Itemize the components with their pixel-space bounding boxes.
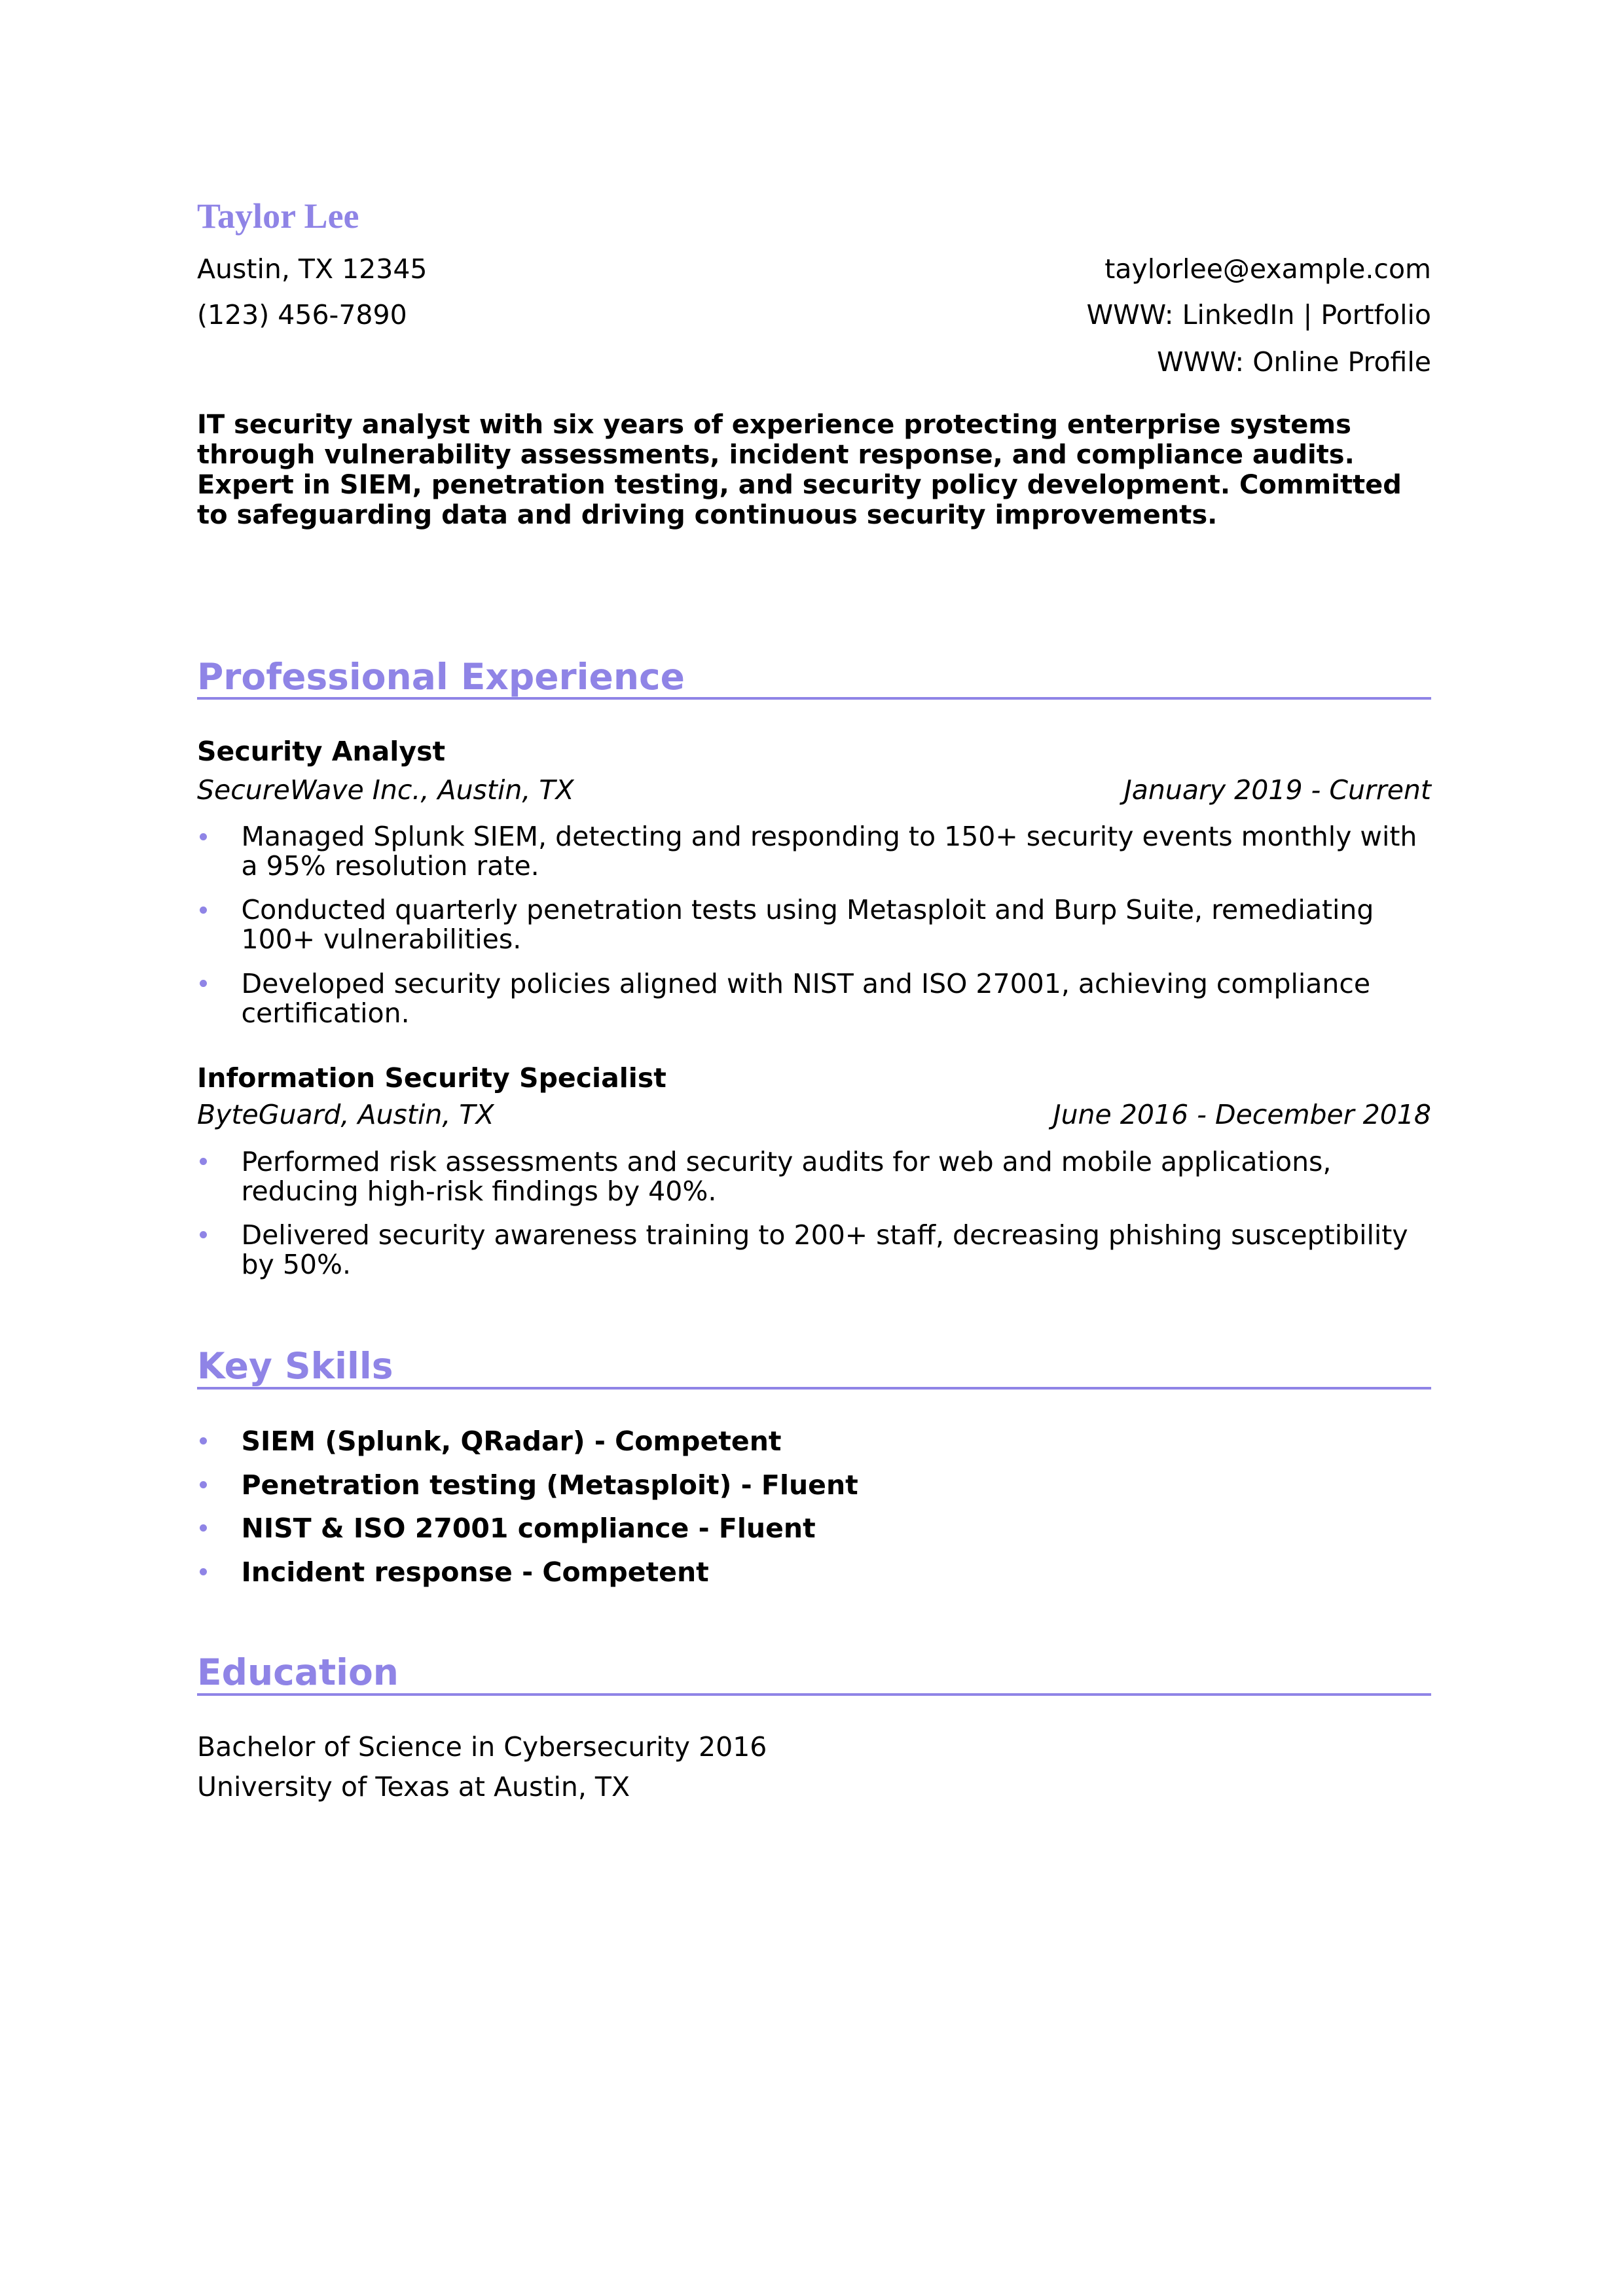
name: Taylor Lee (197, 196, 359, 236)
bullet-dot (200, 906, 208, 914)
bullet-text: Conducted quarterly penetration tests us… (241, 894, 1374, 956)
bullet-dot (200, 1568, 208, 1576)
link: WWW: Online Profile (1157, 346, 1431, 378)
section-heading: Professional Experience (197, 655, 685, 698)
section-rule (197, 1387, 1431, 1390)
skill: Penetration testing (Metasploit) - Fluen… (241, 1469, 858, 1501)
bullet-text: Performed risk assessments and security … (241, 1145, 1332, 1207)
school: University of Texas at Austin, TX (197, 1771, 630, 1803)
phone: (123) 456-7890 (197, 298, 407, 331)
degree: Bachelor of Science in Cybersecurity 201… (197, 1731, 767, 1763)
skill: Incident response - Competent (241, 1556, 709, 1588)
location: Austin, TX 12345 (197, 253, 428, 285)
link: WWW: LinkedIn | Portfolio (1086, 298, 1431, 331)
skill: SIEM (Splunk, QRadar) - Competent (241, 1426, 782, 1458)
summary: IT security analyst with six years of ex… (197, 410, 1402, 531)
bullet-dot (200, 1481, 208, 1489)
company: ByteGuard, Austin, TX (197, 1099, 494, 1131)
email: taylorlee@example.com (1104, 253, 1431, 285)
bullet-dot (200, 1524, 208, 1532)
bullet-text: Delivered security awareness training to… (241, 1219, 1408, 1280)
bullet-dot (200, 1437, 208, 1445)
job-title: Information Security Specialist (197, 1062, 666, 1094)
section-heading: Education (197, 1651, 399, 1693)
bullet-dot (200, 1231, 208, 1239)
bullet-dot (200, 1158, 208, 1166)
bullet-dot (200, 980, 208, 988)
company: SecureWave Inc., Austin, TX (197, 774, 574, 806)
section-heading: Key Skills (197, 1345, 393, 1388)
section-rule (197, 1693, 1431, 1696)
section-rule (197, 697, 1431, 700)
dates: June 2016 - December 2018 (1053, 1099, 1431, 1131)
bullet-text: Managed Splunk SIEM, detecting and respo… (241, 821, 1417, 882)
skill: NIST & ISO 27001 compliance - Fluent (241, 1512, 816, 1544)
bullet-text: Developed security policies aligned with… (241, 967, 1371, 1029)
job-title: Security Analyst (197, 736, 446, 768)
dates: January 2019 - Current (1123, 774, 1431, 806)
bullet-dot (200, 833, 208, 840)
